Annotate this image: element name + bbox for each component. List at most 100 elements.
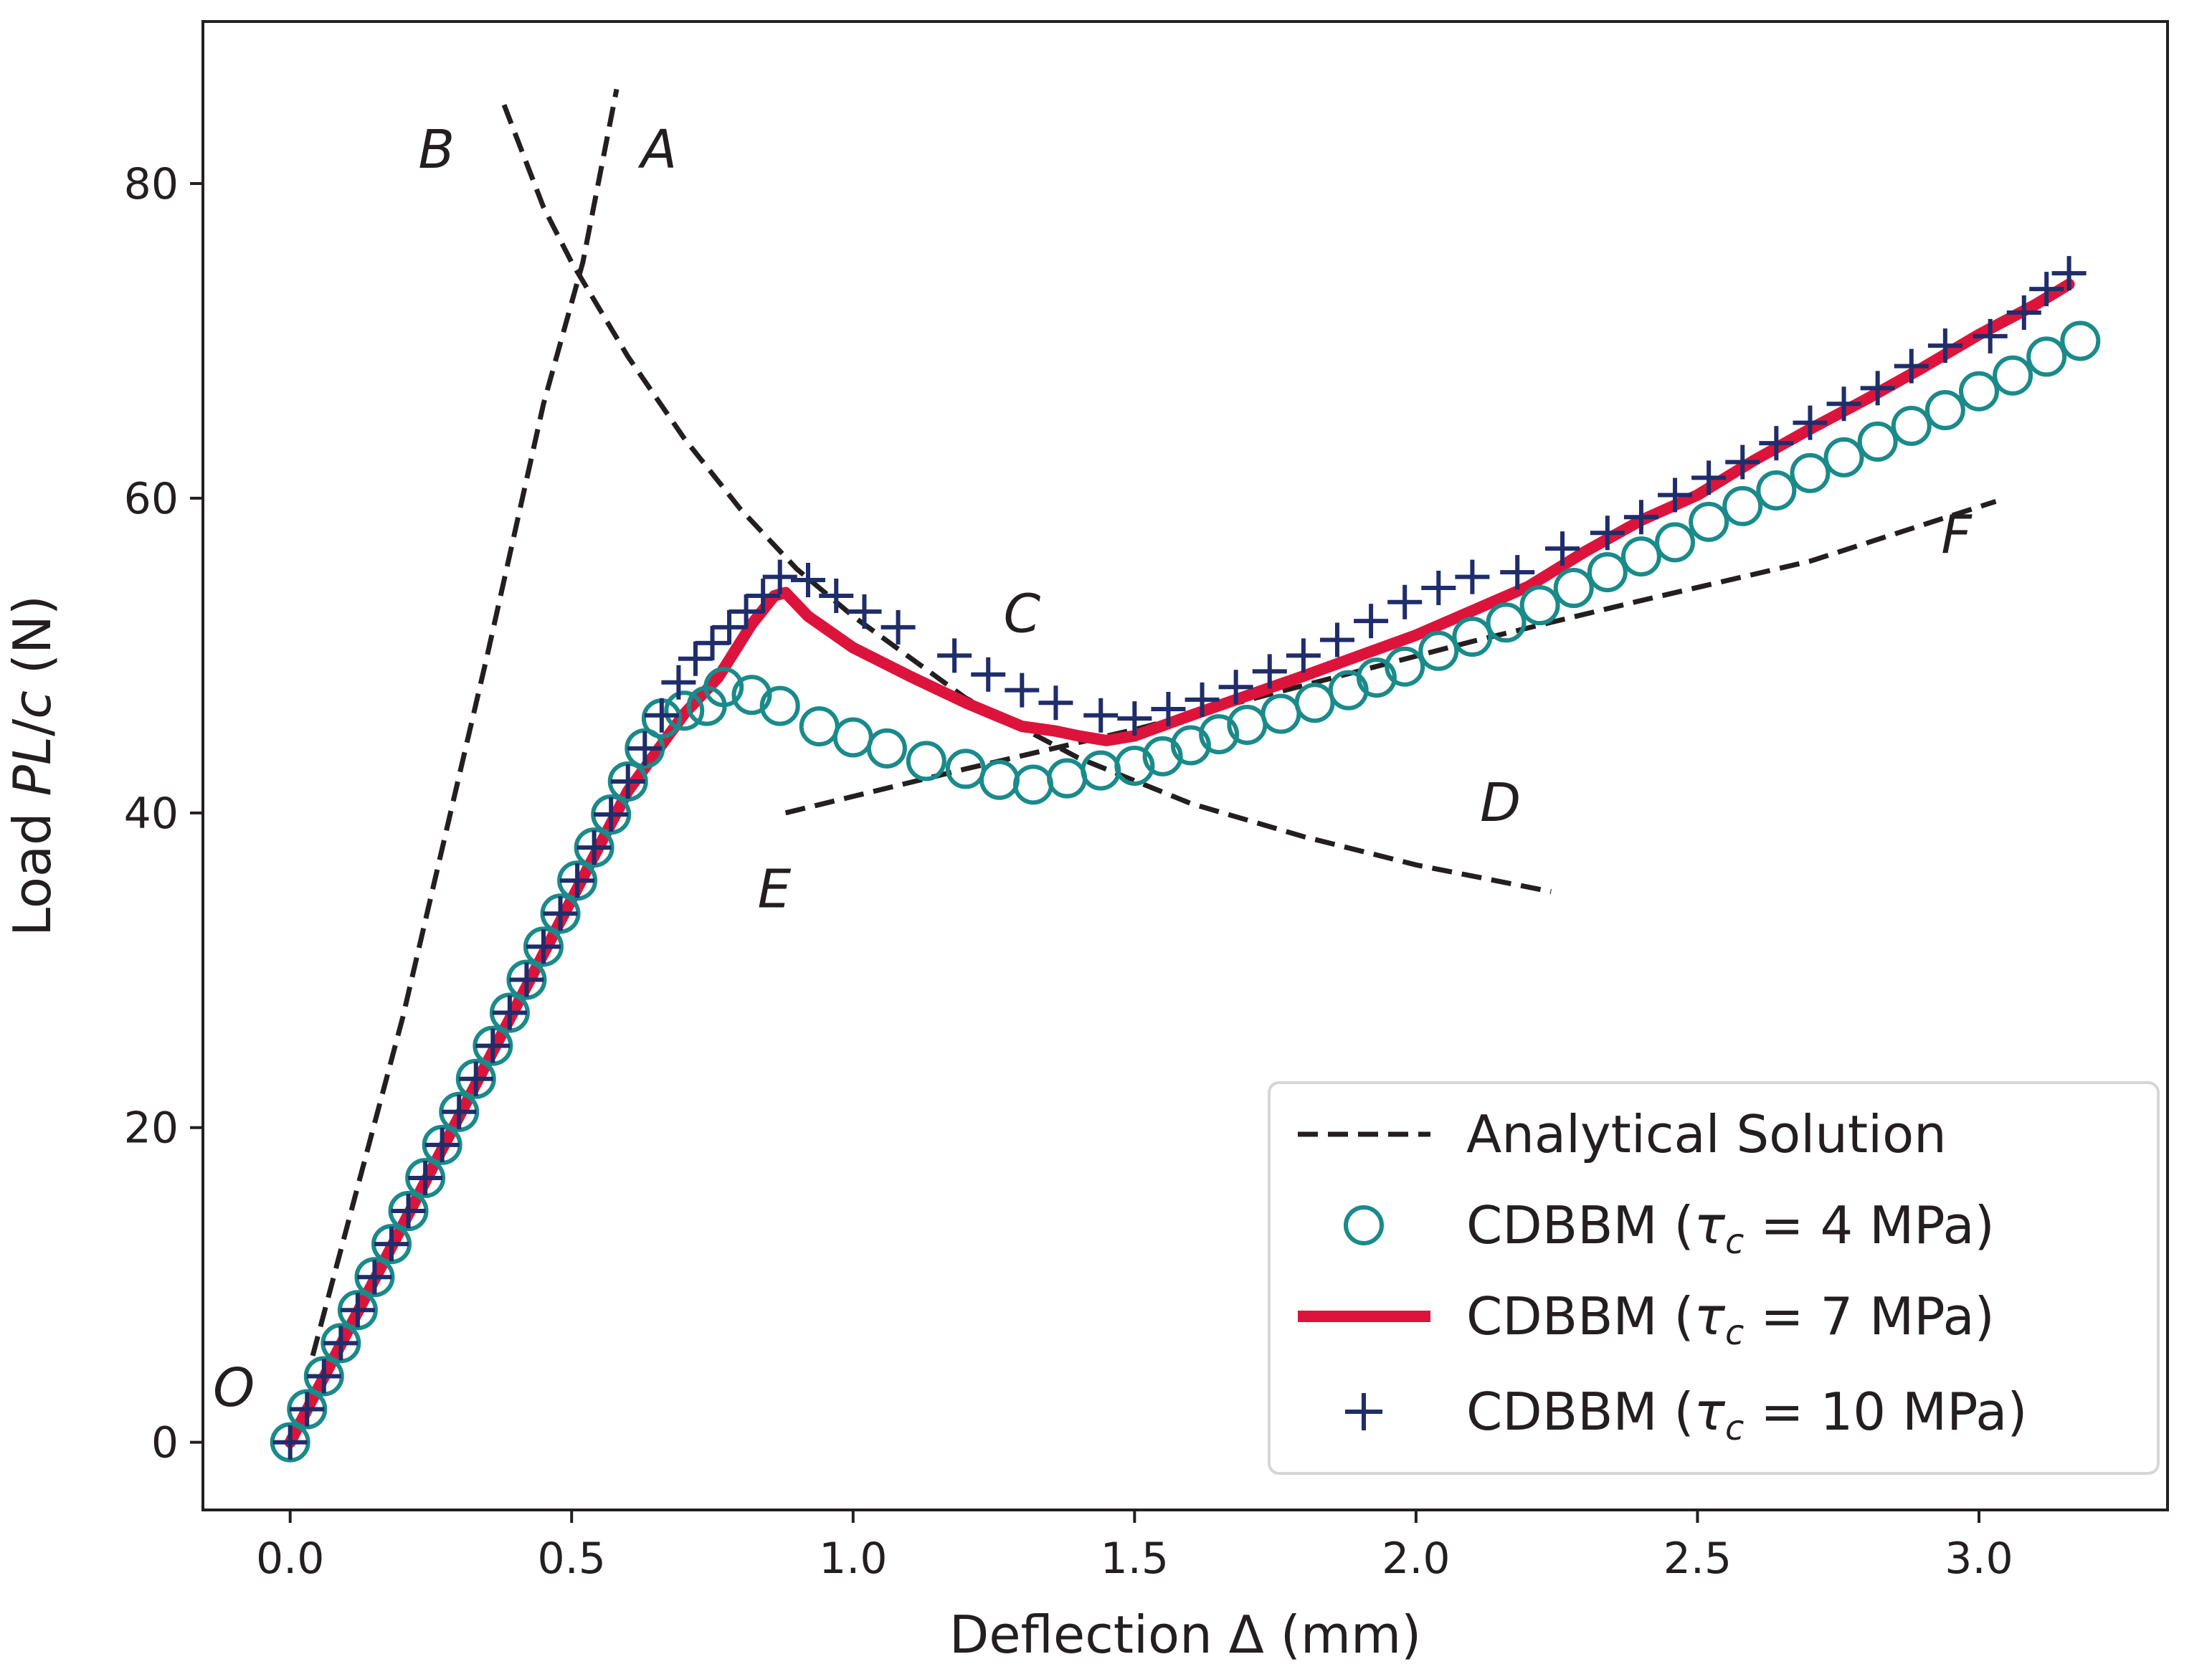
tau4-series-point (607, 761, 648, 802)
tau4-series-point (388, 1191, 429, 1232)
tau10-series-point (1725, 445, 1760, 480)
legend-tau4-swatch (1344, 1205, 1384, 1245)
tau10-series-point (1117, 701, 1152, 736)
tau4-series-point (1142, 736, 1183, 776)
tau4-series-point (270, 1422, 310, 1463)
analytical-solution-line (501, 104, 1552, 895)
tau10-series-point (695, 625, 730, 660)
tau10-series-point (1860, 371, 1895, 406)
tau4-series-point (371, 1224, 412, 1265)
tau10-series-point (1590, 516, 1625, 551)
tau4-series-point (731, 675, 772, 716)
legend-tau4-prefix: CDBBM ( (1466, 1195, 1694, 1255)
tau4-series-point (1519, 585, 1560, 626)
tau4-series-point (439, 1091, 480, 1132)
legend: Analytical Solution CDBBM (τc = 4 MPa) C… (1268, 1081, 2160, 1475)
y-tick-label: 60 (124, 474, 179, 524)
x-tick-label: 1.5 (1101, 1534, 1169, 1584)
y-axis-title-part: PL (2, 736, 62, 797)
tau4-series-point (287, 1389, 328, 1430)
tau4-series-point (337, 1290, 378, 1331)
tau4-series-point (2026, 336, 2067, 377)
tau10-series-point (1319, 622, 1354, 657)
series-layer (270, 88, 2101, 1463)
tau10-series-point (1038, 685, 1073, 721)
legend-tau10-prefix: CDBBM ( (1466, 1382, 1694, 1442)
annotation-label-d: D (1480, 772, 1521, 834)
tau10-series-point (1218, 670, 1253, 705)
tau4-series-point (1452, 617, 1493, 657)
tau4-series-point (1689, 501, 1729, 542)
tau10-series-point (2051, 256, 2087, 291)
tau10-series-point (1387, 584, 1423, 619)
tau10-series-point (492, 995, 527, 1030)
tau10-series-point (475, 1028, 511, 1063)
tau10-series-point (1252, 654, 1287, 689)
tau10-series-point (1005, 673, 1040, 708)
legend-tau7-value: = 7 MPa) (1744, 1286, 1994, 1346)
y-tick-label: 20 (124, 1103, 179, 1154)
legend-tau7-symbol: τ (1694, 1286, 1726, 1346)
tau4-series-point (1356, 657, 1397, 698)
tau4-series-point (455, 1058, 496, 1099)
y-tick-label: 80 (124, 159, 179, 209)
legend-tau7-label: CDBBM (τc = 7 MPa) (1466, 1286, 1995, 1353)
tau4-series-point (1958, 371, 1999, 412)
tau4-series-point (1823, 437, 1864, 478)
tau10-series-point (1691, 460, 1727, 495)
tau10-series-point (790, 563, 825, 598)
tau10-series-point (678, 641, 713, 676)
tau4-series-point (1418, 630, 1459, 671)
tau10-series-point (290, 1392, 325, 1427)
tau4-series-point (574, 827, 614, 868)
x-tick-label: 0.5 (538, 1534, 606, 1584)
tau10-series-point (1500, 555, 1535, 590)
tau10-series-point (627, 731, 663, 766)
tau10-series-point (712, 609, 747, 645)
annotation-label-o: O (213, 1357, 255, 1419)
tau4-series-point (557, 860, 598, 901)
tau4-series-point (866, 728, 907, 769)
tau4-series-point (1199, 714, 1240, 755)
tau10-series-point (526, 929, 561, 964)
tau4-series-point (1722, 485, 1763, 526)
tau4-series-point (591, 794, 632, 835)
tau10-series-point (509, 962, 544, 997)
tau10-series-point (391, 1194, 426, 1229)
y-tick-label: 0 (151, 1418, 179, 1468)
tau4-series-point (2060, 320, 2101, 361)
legend-tau4-sub: c (1725, 1222, 1744, 1262)
y-axis-title-part: c (2, 690, 62, 719)
legend-tau10-value: = 10 MPa) (1744, 1382, 2027, 1442)
tau10-series-point (1759, 426, 1794, 461)
tau4-series-point (1620, 536, 1661, 577)
legend-tau7-prefix: CDBBM ( (1466, 1286, 1694, 1346)
tau4-series-point (906, 741, 946, 782)
tau10-series-point (306, 1359, 341, 1394)
tau4-series-point (489, 992, 530, 1033)
tau10-series-point (1973, 318, 2008, 353)
tau10-series-point (1455, 559, 1490, 594)
annotation-label-a: A (638, 119, 678, 181)
tau4-series-point (1170, 725, 1211, 766)
y-axis-title-part: Load (2, 796, 62, 936)
tau10-series-point (847, 594, 882, 629)
tau4-series-point (1114, 746, 1155, 786)
legend-frame (1268, 1081, 2160, 1475)
x-tick-label: 1.0 (819, 1534, 887, 1584)
tau10-series-point (1826, 386, 1861, 422)
analytical-solution-line (310, 88, 620, 1357)
annotation-layer: O B A C D E F (213, 119, 1973, 1419)
tau10-series-point (576, 830, 612, 865)
tau4-series-point (1385, 646, 1425, 687)
tau10-series-point (1658, 478, 1693, 513)
tau10-series-point (762, 559, 797, 594)
legend-tau4-symbol: τ (1694, 1195, 1726, 1255)
legend-tau7-sub: c (1725, 1313, 1744, 1353)
annotation-label-b: B (418, 119, 455, 181)
annotation-label-c: C (1003, 583, 1040, 645)
legend-tau10-symbol: τ (1694, 1382, 1726, 1442)
tau4-series-point (625, 728, 665, 769)
tau10-series-point (1151, 691, 1186, 726)
